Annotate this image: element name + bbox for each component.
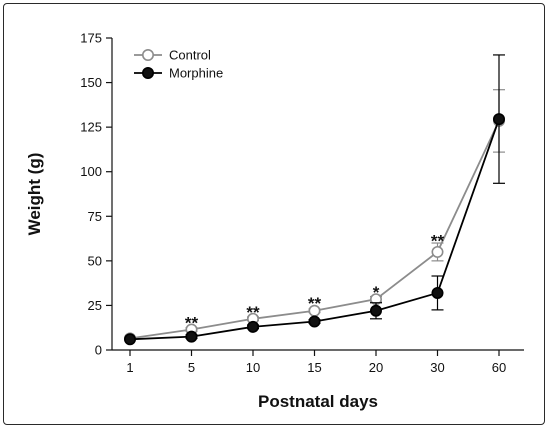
x-tick-label: 20	[369, 360, 383, 375]
legend-label: Control	[169, 48, 211, 63]
x-tick-label: 5	[188, 360, 195, 375]
x-ticks: 1 5 10 15 20 30 60	[126, 350, 506, 375]
x-tick-label: 10	[246, 360, 260, 375]
x-tick-label: 30	[430, 360, 444, 375]
data-point	[247, 320, 260, 333]
significance-marker: **	[246, 303, 260, 322]
y-tick-label: 50	[88, 253, 102, 268]
y-ticks: 0 25 50 75 100 125 150 175	[80, 31, 112, 358]
data-point	[185, 330, 198, 343]
significance-marker: **	[431, 231, 445, 250]
legend-marker	[142, 67, 155, 80]
series-layer	[124, 54, 505, 346]
x-tick-label: 1	[126, 360, 133, 375]
data-point	[492, 113, 505, 126]
x-axis-title: Postnatal days	[258, 392, 378, 411]
y-tick-label: 0	[95, 343, 102, 358]
series-morphine	[124, 54, 505, 346]
significance-marker: *	[373, 283, 380, 302]
y-tick-label: 150	[80, 75, 102, 90]
y-tick-label: 100	[80, 164, 102, 179]
data-point	[124, 333, 137, 346]
legend-label: Morphine	[169, 66, 223, 81]
y-axis-title: Weight (g)	[25, 153, 44, 236]
data-point	[431, 245, 444, 258]
legend-marker	[142, 48, 155, 61]
data-point	[369, 304, 382, 317]
significance-marker: **	[308, 294, 322, 313]
legend: Control Morphine	[134, 48, 223, 81]
x-tick-label: 60	[492, 360, 506, 375]
y-tick-label: 75	[88, 209, 102, 224]
data-point	[308, 315, 321, 328]
annotation-layer: **** *****	[185, 231, 445, 332]
y-tick-label: 125	[80, 120, 102, 135]
significance-marker: **	[185, 313, 199, 332]
axes	[111, 38, 524, 351]
x-tick-label: 15	[307, 360, 321, 375]
data-point	[431, 286, 444, 299]
y-tick-label: 175	[80, 31, 102, 46]
y-tick-label: 25	[88, 298, 102, 313]
